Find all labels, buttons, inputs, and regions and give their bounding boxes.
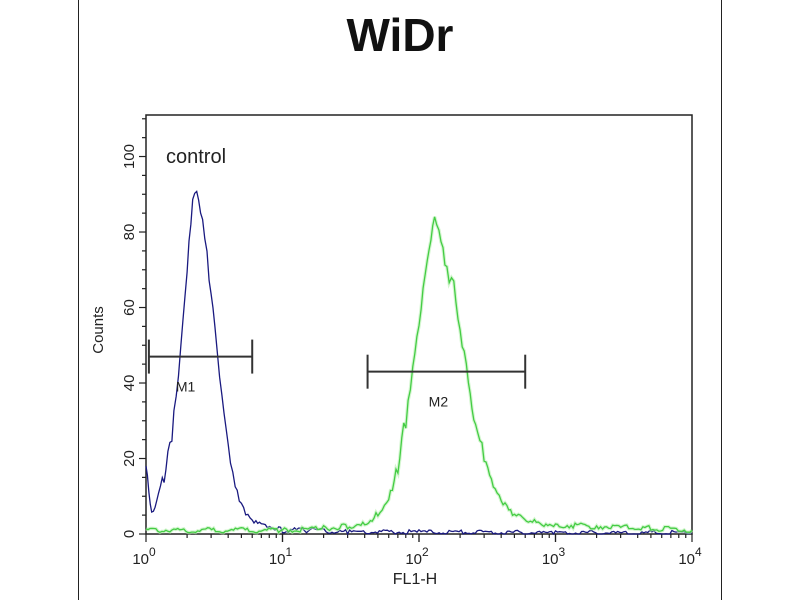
y-tick-label: 0 — [121, 530, 138, 538]
x-tick-label: 104 — [678, 545, 702, 568]
y-tick-label: 100 — [121, 144, 138, 169]
y-tick-label: 60 — [121, 299, 138, 316]
x-axis-label: FL1-H — [393, 571, 437, 588]
marker-label: M2 — [429, 394, 449, 410]
x-tick-label: 103 — [542, 545, 566, 568]
chart-title: WiDr — [346, 9, 454, 61]
control-annotation: control — [166, 146, 226, 168]
image-frame — [78, 0, 722, 600]
x-tick-label: 100 — [132, 545, 156, 568]
series-glow-sample — [145, 216, 694, 536]
series-line-control — [145, 190, 693, 536]
y-tick-label: 80 — [121, 224, 138, 241]
marker-label: M1 — [176, 379, 196, 395]
y-tick-label: 40 — [121, 375, 138, 392]
x-tick-label: 101 — [269, 545, 293, 568]
x-tick-label: 102 — [405, 545, 429, 568]
series-line-sample — [145, 216, 693, 534]
y-axis-label: Counts — [90, 306, 107, 354]
y-tick-label: 20 — [121, 450, 138, 467]
